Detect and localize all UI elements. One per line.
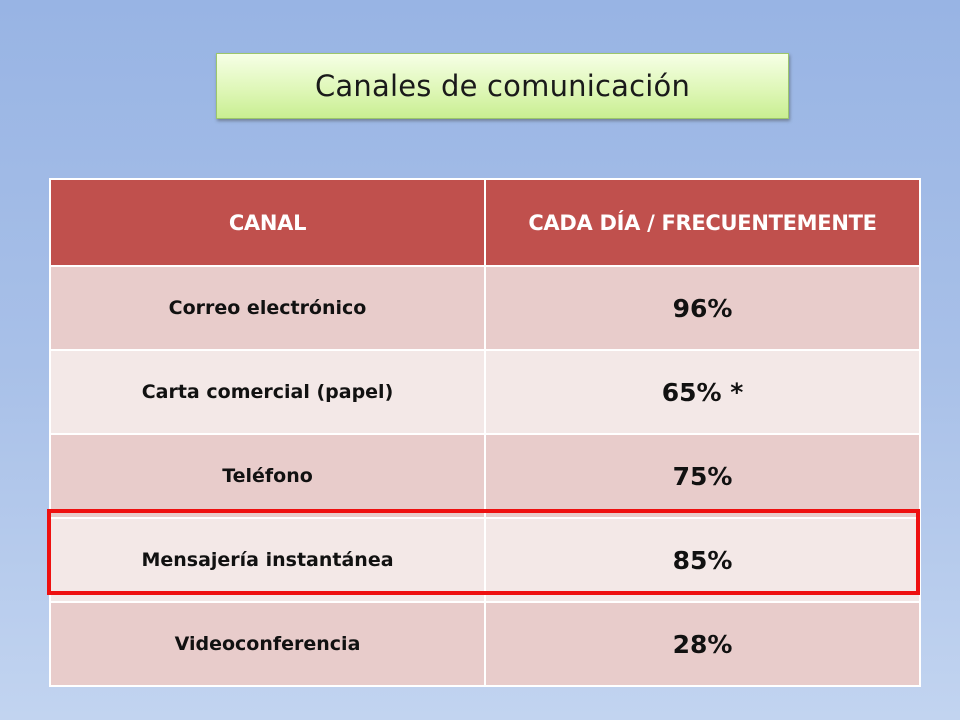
channels-table: CANAL CADA DÍA / FRECUENTEMENTE Correo e… [49,178,921,687]
channel-name: Videoconferencia [49,601,486,687]
channel-percentage: 96% [484,265,921,351]
channel-name: Correo electrónico [49,265,486,351]
channel-percentage: 75% [484,433,921,519]
slide-title: Canales de comunicación [314,69,691,103]
table-row-highlighted: Mensajería instantánea 85% [49,517,921,603]
channel-percentage: 85% [484,517,921,603]
table-row: Videoconferencia 28% [49,601,921,687]
column-header-canal: CANAL [49,178,486,267]
table-row: Correo electrónico 96% [49,265,921,351]
column-header-frequency: CADA DÍA / FRECUENTEMENTE [484,178,921,267]
channel-name: Teléfono [49,433,486,519]
channel-name: Carta comercial (papel) [49,349,486,435]
table-row: Carta comercial (papel) 65% * [49,349,921,435]
channel-percentage: 28% [484,601,921,687]
table-row: Teléfono 75% [49,433,921,519]
slide-title-box: Canales de comunicación [216,53,789,119]
table-header-row: CANAL CADA DÍA / FRECUENTEMENTE [49,178,921,267]
channel-percentage: 65% * [484,349,921,435]
channel-name: Mensajería instantánea [49,517,486,603]
